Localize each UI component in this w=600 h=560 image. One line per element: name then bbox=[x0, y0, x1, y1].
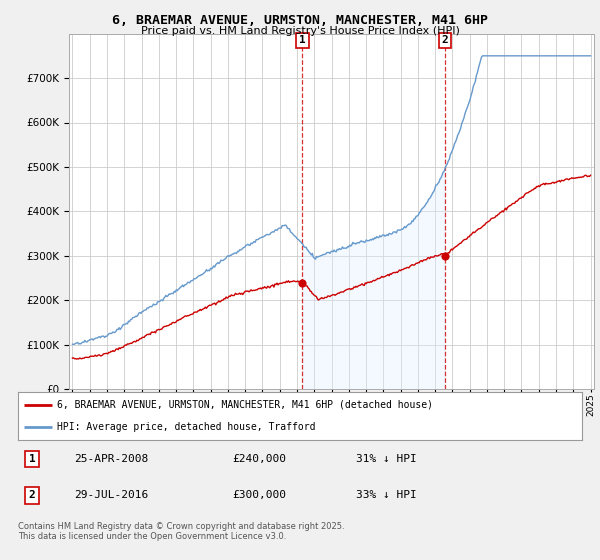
6, BRAEMAR AVENUE, URMSTON, MANCHESTER, M41 6HP (detached house) bbox=[350, 284, 358, 291]
HPI: Average price, detached house, Trafford: (2.01e+03, 3.02e+05): Average price, detached house, Trafford:… bbox=[319, 251, 326, 258]
Text: 6, BRAEMAR AVENUE, URMSTON, MANCHESTER, M41 6HP: 6, BRAEMAR AVENUE, URMSTON, MANCHESTER, … bbox=[112, 14, 488, 27]
6, BRAEMAR AVENUE, URMSTON, MANCHESTER, M41 6HP (detached house) bbox=[319, 295, 326, 302]
HPI: Average price, detached house, Trafford: (2.02e+03, 7.5e+05): Average price, detached house, Trafford:… bbox=[496, 53, 503, 59]
Text: 1: 1 bbox=[299, 35, 306, 45]
6, BRAEMAR AVENUE, URMSTON, MANCHESTER, M41 6HP (detached house) bbox=[316, 296, 323, 302]
6, BRAEMAR AVENUE, URMSTON, MANCHESTER, M41 6HP (detached house) bbox=[582, 172, 589, 179]
Text: 2: 2 bbox=[442, 35, 449, 45]
6, BRAEMAR AVENUE, URMSTON, MANCHESTER, M41 6HP (detached house) bbox=[378, 273, 385, 280]
HPI: Average price, detached house, Trafford: (2.01e+03, 3.45e+05): Average price, detached house, Trafford:… bbox=[378, 232, 385, 239]
HPI: Average price, detached house, Trafford: (2.01e+03, 3.28e+05): Average price, detached house, Trafford:… bbox=[350, 240, 358, 247]
Text: Price paid vs. HM Land Registry's House Price Index (HPI): Price paid vs. HM Land Registry's House … bbox=[140, 26, 460, 36]
HPI: Average price, detached house, Trafford: (2e+03, 1.01e+05): Average price, detached house, Trafford:… bbox=[69, 341, 76, 348]
HPI: Average price, detached house, Trafford: (2.02e+03, 7.5e+05): Average price, detached house, Trafford:… bbox=[577, 53, 584, 59]
Text: 29-JUL-2016: 29-JUL-2016 bbox=[74, 491, 149, 500]
Text: 1: 1 bbox=[29, 454, 35, 464]
Text: £240,000: £240,000 bbox=[232, 454, 286, 464]
Point bbox=[440, 251, 450, 260]
Line: HPI: Average price, detached house, Trafford: HPI: Average price, detached house, Traf… bbox=[73, 56, 590, 344]
HPI: Average price, detached house, Trafford: (2.02e+03, 7.5e+05): Average price, detached house, Trafford:… bbox=[479, 53, 486, 59]
HPI: Average price, detached house, Trafford: (2e+03, 1.01e+05): Average price, detached house, Trafford:… bbox=[70, 341, 77, 348]
Text: 25-APR-2008: 25-APR-2008 bbox=[74, 454, 149, 464]
HPI: Average price, detached house, Trafford: (2.01e+03, 2.99e+05): Average price, detached house, Trafford:… bbox=[316, 253, 323, 260]
Point bbox=[298, 278, 307, 287]
Text: £300,000: £300,000 bbox=[232, 491, 286, 500]
Text: 33% ↓ HPI: 33% ↓ HPI bbox=[356, 491, 417, 500]
6, BRAEMAR AVENUE, URMSTON, MANCHESTER, M41 6HP (detached house) bbox=[494, 211, 502, 218]
HPI: Average price, detached house, Trafford: (2.02e+03, 7.5e+05): Average price, detached house, Trafford:… bbox=[587, 53, 594, 59]
6, BRAEMAR AVENUE, URMSTON, MANCHESTER, M41 6HP (detached house) bbox=[575, 174, 583, 181]
Text: HPI: Average price, detached house, Trafford: HPI: Average price, detached house, Traf… bbox=[58, 422, 316, 432]
Text: Contains HM Land Registry data © Crown copyright and database right 2025.
This d: Contains HM Land Registry data © Crown c… bbox=[18, 522, 344, 542]
Line: 6, BRAEMAR AVENUE, URMSTON, MANCHESTER, M41 6HP (detached house): 6, BRAEMAR AVENUE, URMSTON, MANCHESTER, … bbox=[73, 175, 590, 359]
Text: 31% ↓ HPI: 31% ↓ HPI bbox=[356, 454, 417, 464]
Text: 6, BRAEMAR AVENUE, URMSTON, MANCHESTER, M41 6HP (detached house): 6, BRAEMAR AVENUE, URMSTON, MANCHESTER, … bbox=[58, 400, 433, 410]
6, BRAEMAR AVENUE, URMSTON, MANCHESTER, M41 6HP (detached house) bbox=[69, 355, 76, 362]
6, BRAEMAR AVENUE, URMSTON, MANCHESTER, M41 6HP (detached house) bbox=[587, 172, 594, 179]
Text: 2: 2 bbox=[29, 491, 35, 500]
6, BRAEMAR AVENUE, URMSTON, MANCHESTER, M41 6HP (detached house) bbox=[73, 356, 80, 362]
